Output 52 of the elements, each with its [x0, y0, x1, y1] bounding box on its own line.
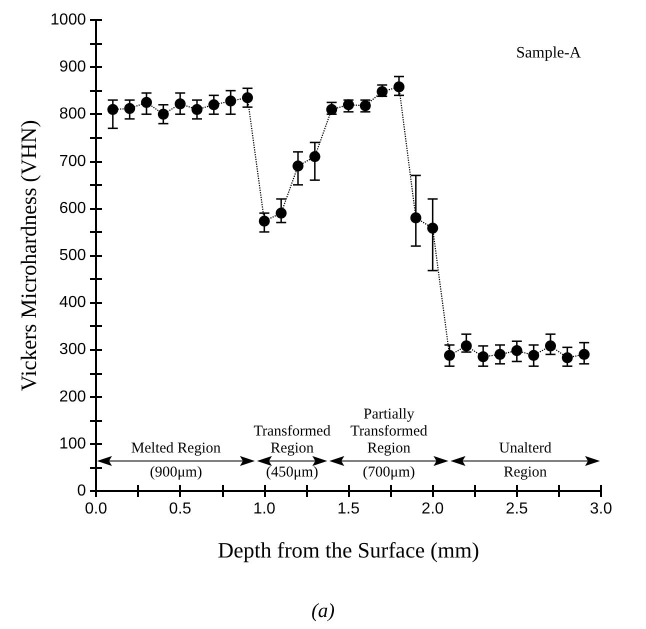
x-tick-label: 1.5 [337, 500, 360, 518]
annotation: Melted Region (900μm) [131, 440, 222, 480]
point [478, 351, 489, 362]
annotation: Partially Transformed Region (700μm) [350, 406, 428, 480]
y-axis-title: Vickers Microhardness (VHN) [16, 120, 42, 392]
y-tick-label: 1000 [50, 12, 86, 28]
y-tick-label: 700 [59, 152, 86, 170]
point [394, 81, 404, 92]
annotation: Sample-A [516, 44, 582, 62]
point [208, 99, 220, 110]
y-tick-label: 0 [77, 482, 86, 500]
x-tick-label: 1.0 [253, 500, 276, 518]
annotation: Transformed Region (450μm) [254, 424, 332, 480]
point [427, 222, 438, 234]
point [309, 151, 320, 162]
point [343, 99, 354, 110]
point [124, 103, 136, 114]
point [258, 216, 270, 227]
x-tick-label: 0.5 [169, 500, 192, 518]
y-tick-label: 600 [59, 200, 86, 217]
point [410, 212, 422, 224]
x-tick-label: 2.5 [506, 500, 528, 518]
x-tick-label: 0.0 [84, 500, 108, 518]
y-tick-label: 200 [59, 388, 86, 406]
point [242, 92, 253, 104]
point [292, 160, 304, 172]
point [174, 98, 186, 110]
point [578, 348, 590, 360]
y-tick-label: 400 [59, 294, 86, 312]
point [276, 208, 287, 219]
y-tick-label: 100 [59, 435, 86, 452]
point [528, 350, 540, 361]
point [107, 104, 118, 115]
point [494, 348, 506, 360]
y-tick-label: 900 [59, 58, 86, 76]
x-axis-title: Depth from the Surface (mm) [218, 538, 480, 562]
annotation: Unalterd Region [499, 440, 552, 480]
text: (a) [311, 600, 335, 622]
point [225, 96, 236, 107]
point [545, 340, 556, 352]
point [141, 96, 152, 108]
point [192, 104, 202, 115]
point [460, 340, 472, 352]
y-tick-label: 300 [59, 341, 86, 358]
point [562, 352, 573, 364]
y-tick-label: 800 [59, 106, 86, 123]
x-tick-label: 2.0 [422, 500, 444, 518]
y-tick-label: 500 [59, 247, 86, 264]
point [444, 350, 455, 361]
x-tick-label: 3.0 [590, 500, 612, 518]
point [511, 345, 522, 356]
point [158, 108, 169, 120]
